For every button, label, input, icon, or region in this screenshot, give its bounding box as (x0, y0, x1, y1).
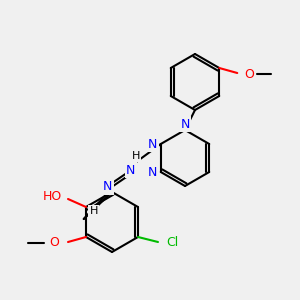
Text: H: H (132, 151, 140, 161)
Text: N: N (148, 166, 158, 178)
Text: H: H (90, 206, 98, 216)
Text: N: N (148, 137, 158, 151)
Text: O: O (49, 236, 59, 250)
Text: Cl: Cl (166, 236, 178, 250)
Text: HO: HO (42, 190, 62, 203)
Text: N: N (126, 164, 135, 176)
Text: O: O (244, 68, 254, 80)
Text: N: N (180, 118, 190, 130)
Text: N: N (103, 181, 112, 194)
